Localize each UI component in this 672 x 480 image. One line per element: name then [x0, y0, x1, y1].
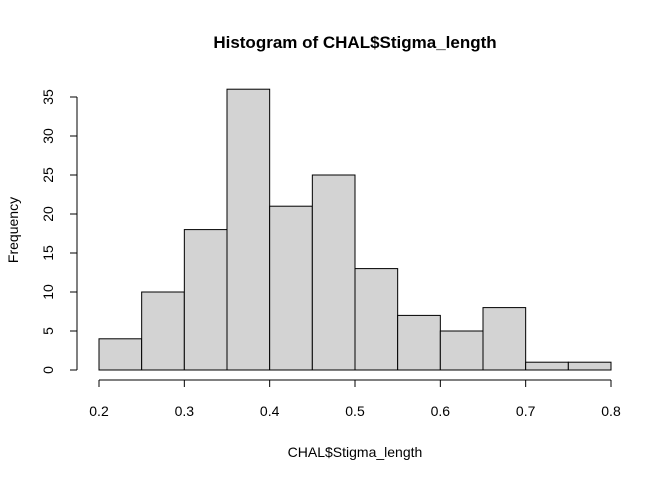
y-tick-label: 0	[40, 366, 56, 374]
histogram-bar-5	[311, 174, 356, 371]
y-axis: 0 5 10 15 20 25 30 35	[40, 89, 78, 374]
y-tick-label: 5	[40, 327, 56, 335]
histogram-bar-2	[183, 229, 228, 371]
x-tick-label: 0.5	[345, 403, 365, 419]
histogram-bar-0	[98, 338, 143, 371]
x-tick-label: 0.2	[89, 403, 109, 419]
histogram-bar-7	[397, 314, 441, 371]
x-tick-label: 0.3	[175, 403, 195, 419]
histogram-bar-8	[439, 330, 484, 371]
chart-title: Histogram of CHAL$Stigma_length	[213, 33, 496, 52]
histogram-bar-6	[354, 268, 399, 371]
histogram-bar-4	[269, 205, 313, 371]
y-tick-label: 35	[40, 89, 56, 105]
histogram-bar-10	[525, 361, 569, 371]
x-axis-label: CHAL$Stigma_length	[288, 444, 423, 460]
x-tick-label: 0.6	[431, 403, 451, 419]
bars-group	[98, 88, 612, 371]
x-tick-label: 0.8	[601, 403, 621, 419]
x-tick-label: 0.7	[516, 403, 536, 419]
y-tick-label: 30	[40, 128, 56, 144]
x-tick-label: 0.4	[260, 403, 280, 419]
x-axis: 0.2 0.3 0.4 0.5 0.6 0.7 0.8	[89, 379, 621, 419]
y-tick-label: 25	[40, 167, 56, 183]
y-tick-label: 20	[40, 206, 56, 222]
y-tick-label: 10	[40, 284, 56, 300]
histogram-bar-3	[226, 88, 271, 371]
histogram-bar-1	[141, 291, 185, 371]
histogram-bar-9	[482, 307, 527, 371]
y-axis-label: Frequency	[5, 197, 21, 263]
y-tick-label: 15	[40, 245, 56, 261]
histogram-bar-11	[567, 361, 612, 371]
